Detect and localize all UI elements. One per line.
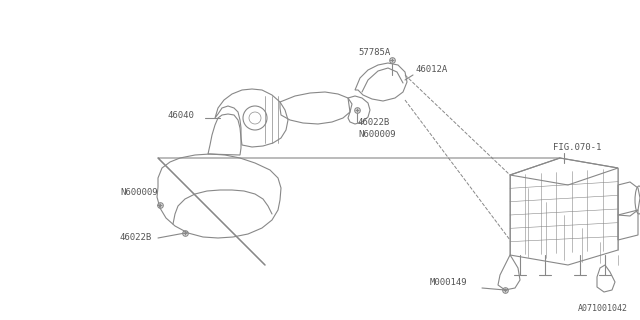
Text: A071001042: A071001042 [578,304,628,313]
Text: 46022B: 46022B [358,118,390,127]
Text: 46040: 46040 [168,111,195,120]
Text: N600009: N600009 [120,188,157,197]
Text: 46012A: 46012A [415,65,447,74]
Text: 46022B: 46022B [120,233,152,242]
Text: M000149: M000149 [430,278,468,287]
Text: 57785A: 57785A [358,48,390,57]
Text: FIG.070-1: FIG.070-1 [553,143,602,152]
Text: N600009: N600009 [358,130,396,139]
